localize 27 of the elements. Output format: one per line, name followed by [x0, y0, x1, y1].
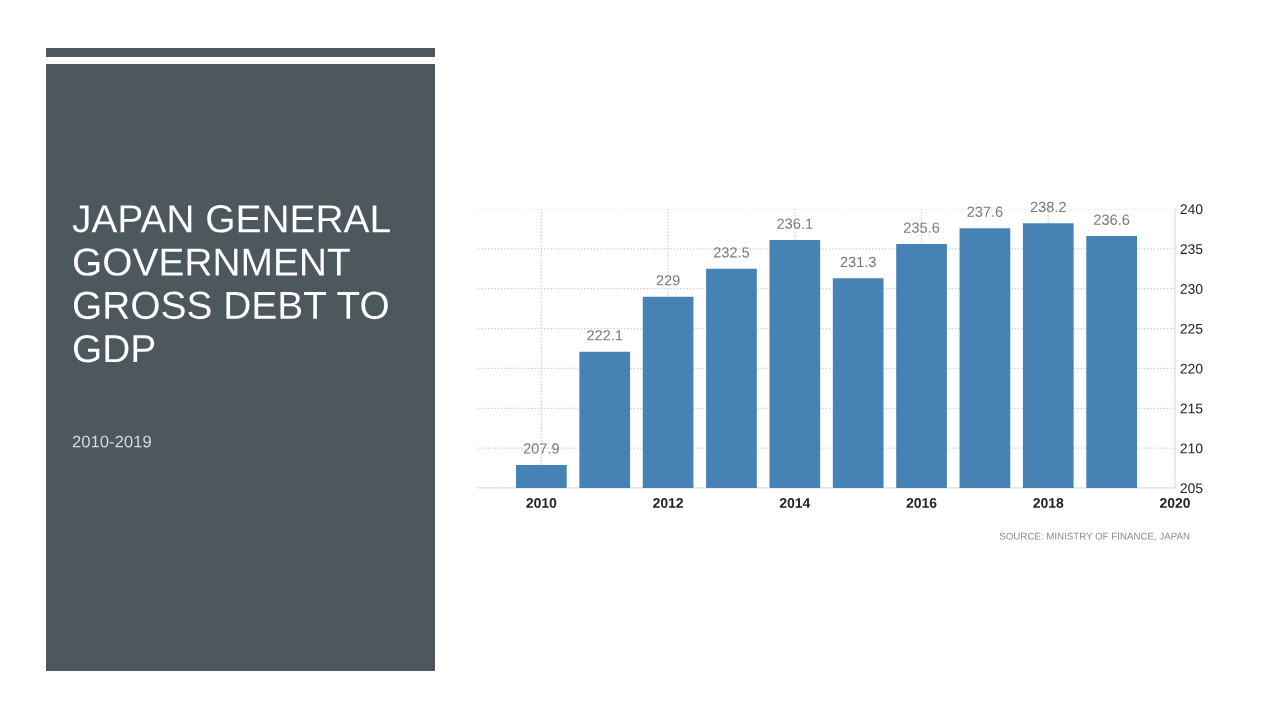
x-tick-label: 2010: [526, 498, 557, 508]
y-tick-label: 230: [1180, 284, 1203, 294]
data-label: 236.1: [777, 218, 813, 229]
y-tick-label: 235: [1180, 244, 1203, 255]
y-tick-label: 215: [1180, 403, 1203, 414]
y-tick-label: 225: [1180, 323, 1203, 334]
data-label: 222.1: [587, 330, 623, 341]
x-tick-label: 2014: [779, 498, 811, 508]
data-label: 207.9: [523, 443, 559, 454]
text: 2010-2019: [72, 435, 151, 448]
data-label: 236.6: [1094, 214, 1130, 225]
data-label: 237.6: [967, 206, 1003, 217]
source-note: SOURCE: MINISTRY OF FINANCE, JAPAN: [999, 532, 1190, 541]
y-tick-label: 220: [1180, 363, 1203, 374]
text: JAPAN GENERAL GOVERNMENT GROSS DEBT TO GDP: [72, 205, 390, 363]
x-tick-label: 2018: [1033, 498, 1064, 508]
data-label: 232.5: [713, 247, 750, 258]
data-label: 231.3: [840, 256, 876, 268]
x-tick-label: 2012: [653, 498, 683, 508]
x-tick-label: 2020: [1160, 498, 1190, 508]
data-label: 238.2: [1030, 201, 1066, 213]
data-label: 229: [656, 275, 680, 286]
x-tick-label: 2016: [906, 498, 937, 508]
y-tick-label: 210: [1180, 443, 1203, 454]
y-tick-label: 240: [1180, 204, 1203, 215]
y-tick-label: 205: [1180, 483, 1203, 494]
data-label: 235.6: [904, 222, 940, 233]
